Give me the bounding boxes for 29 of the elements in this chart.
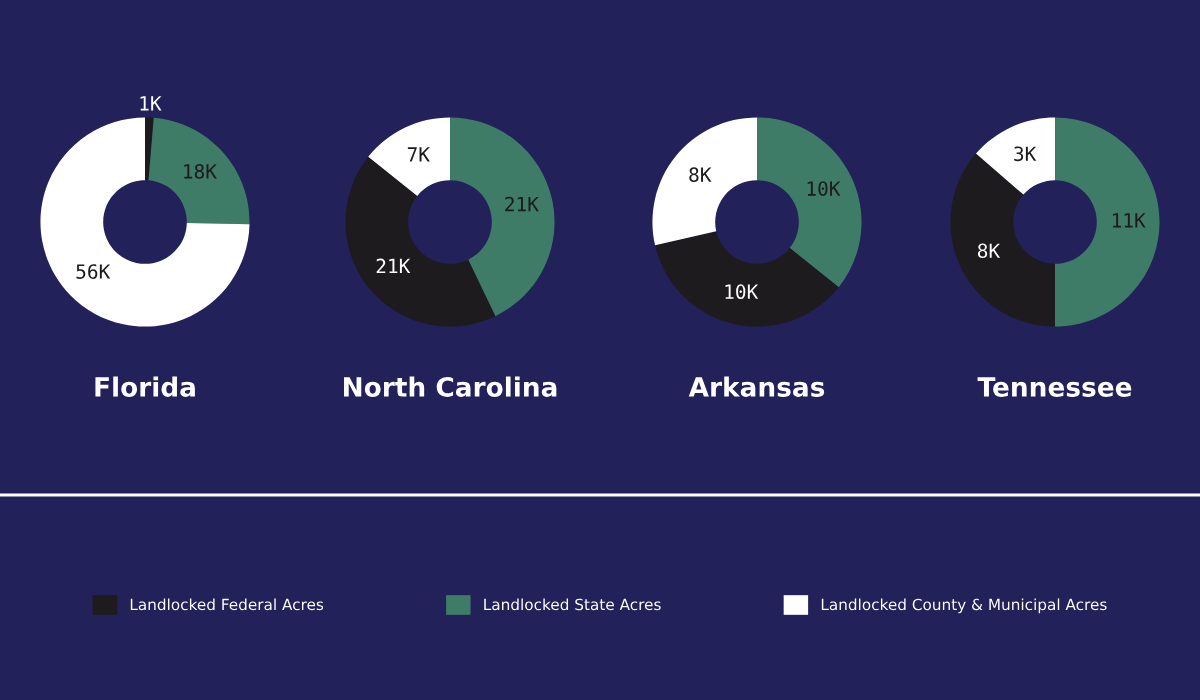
donut-slice — [975, 117, 1055, 195]
data-label: 8K — [689, 167, 712, 183]
donut-slice — [40, 117, 250, 327]
donut-slice — [757, 117, 862, 288]
data-label: 10K — [807, 181, 841, 196]
legend-label: Landlocked Federal Acres — [130, 598, 324, 611]
donut-slice — [652, 117, 757, 246]
data-label: 21K — [376, 258, 411, 274]
legend-label: Landlocked State Acres — [484, 598, 661, 611]
legend-label: Landlocked County & Municipal Acres — [821, 598, 1107, 614]
text: Florida — [95, 376, 195, 397]
text: North Carolina — [344, 376, 557, 397]
donut-slice — [450, 117, 555, 317]
text: Arkansas — [688, 376, 825, 397]
data-label: 3K — [1014, 146, 1037, 162]
donut-slice — [655, 231, 839, 327]
data-label: 10K — [725, 284, 759, 300]
data-label: 1K — [140, 96, 162, 111]
donut-slice — [1055, 117, 1160, 327]
donut-slice — [145, 117, 154, 181]
donut-slice — [148, 117, 250, 225]
data-label: 18K — [184, 164, 217, 179]
data-label: 8K — [977, 243, 1001, 259]
data-label: 7K — [407, 147, 430, 162]
donut-slice — [368, 117, 450, 196]
text: Tennessee — [977, 377, 1132, 397]
data-label: 11K — [1112, 213, 1146, 228]
data-label: 56K — [76, 264, 111, 279]
data-label: 21K — [505, 196, 539, 212]
